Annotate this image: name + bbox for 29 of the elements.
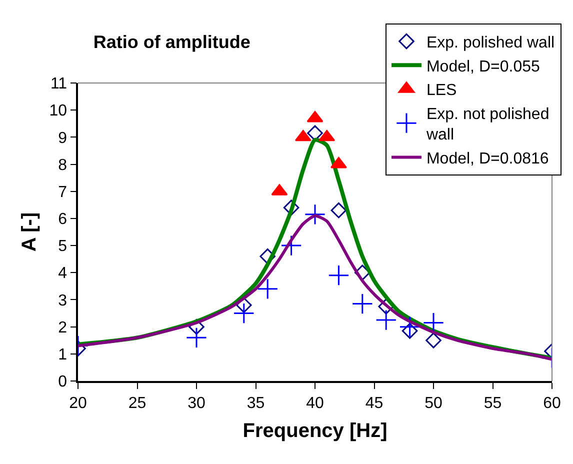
x-tick-label: 60 [543, 394, 561, 412]
x-tick-label: 35 [246, 394, 265, 412]
legend-label: Model, D=0.0816 [426, 150, 549, 168]
y-tick-label: 9 [58, 130, 68, 147]
x-tick-label: 30 [188, 394, 206, 412]
legend-label: Model, D=0.055 [426, 58, 540, 76]
y-tick-label: 7 [58, 184, 68, 201]
chart-title: Ratio of amplitude [93, 32, 250, 52]
y-tick-label: 8 [58, 156, 68, 174]
y-tick-label: 1 [58, 346, 68, 364]
x-tick-label: 20 [69, 394, 87, 412]
legend-label: Exp. not polished wall [425, 106, 550, 144]
legend-label: LES [426, 82, 457, 100]
y-tick-label: 2 [58, 319, 68, 336]
x-tick-label: 25 [128, 394, 146, 412]
legend-label: Exp. polished wall [426, 34, 555, 52]
x-tick-label: 45 [365, 394, 384, 412]
x-axis-title: Frequency [Hz] [242, 420, 388, 442]
y-tick-label: 11 [50, 76, 68, 93]
y-tick-label: 3 [58, 292, 68, 310]
y-tick-label: 5 [58, 238, 68, 256]
y-axis-title: A [-] [18, 212, 40, 252]
y-tick-label: 6 [58, 211, 68, 228]
x-tick-label: 50 [424, 394, 442, 412]
y-tick-label: 0 [58, 374, 68, 391]
y-tick-label: 4 [58, 265, 68, 282]
x-tick-label: 40 [306, 394, 324, 412]
x-tick-label: 55 [484, 394, 502, 412]
y-tick-label: 10 [49, 102, 68, 120]
